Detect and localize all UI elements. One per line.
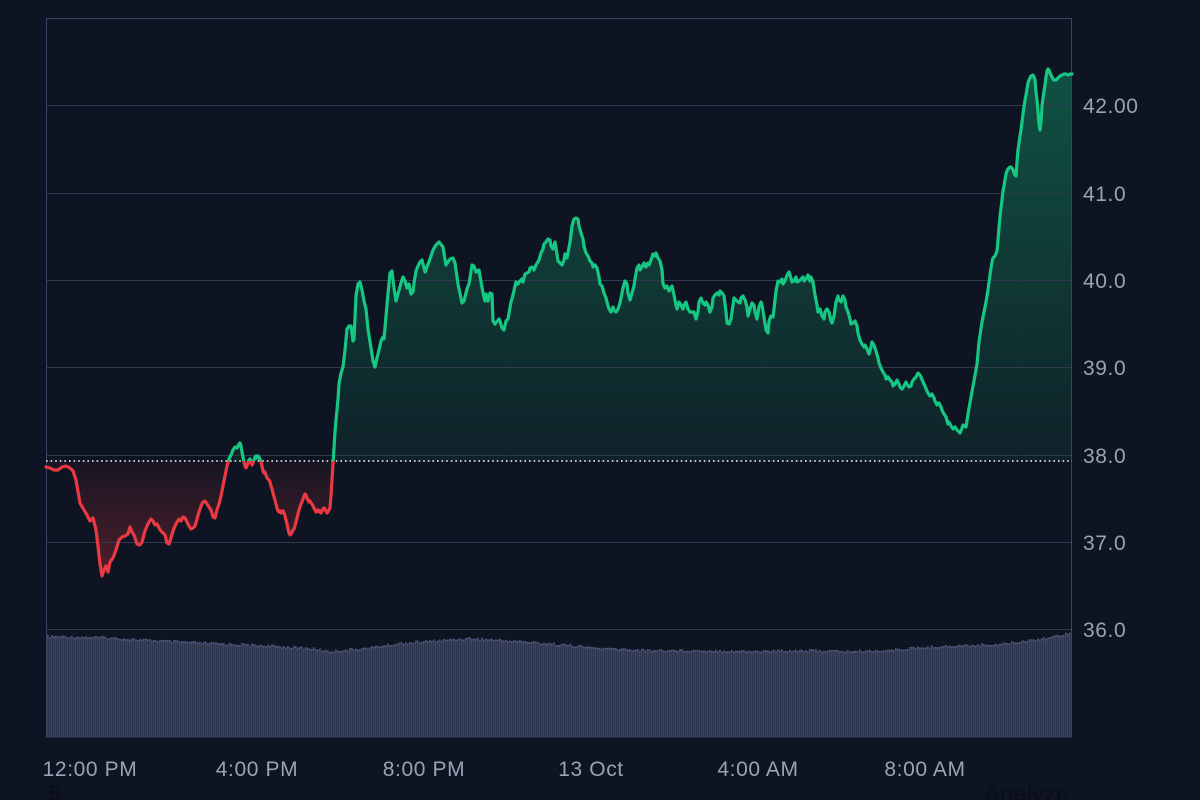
svg-text:4:00 PM: 4:00 PM: [216, 758, 298, 781]
svg-text:38.0: 38.0: [1083, 445, 1126, 468]
svg-text:4:00 AM: 4:00 AM: [717, 758, 798, 781]
svg-text:36.0: 36.0: [1083, 619, 1126, 642]
svg-text:40.0: 40.0: [1083, 270, 1126, 293]
svg-text:37.0: 37.0: [1083, 532, 1126, 555]
svg-text:41.0: 41.0: [1083, 183, 1126, 206]
svg-text:5: 5: [48, 781, 61, 800]
svg-text:8:00 PM: 8:00 PM: [383, 758, 465, 781]
svg-text:13 Oct: 13 Oct: [558, 758, 623, 781]
svg-text:8:00 AM: 8:00 AM: [884, 758, 965, 781]
svg-text:12:00 PM: 12:00 PM: [43, 758, 138, 781]
svg-text:39.0: 39.0: [1083, 357, 1126, 380]
svg-text:42.00: 42.00: [1083, 95, 1139, 118]
svg-text:Analyze: Analyze: [984, 781, 1069, 800]
